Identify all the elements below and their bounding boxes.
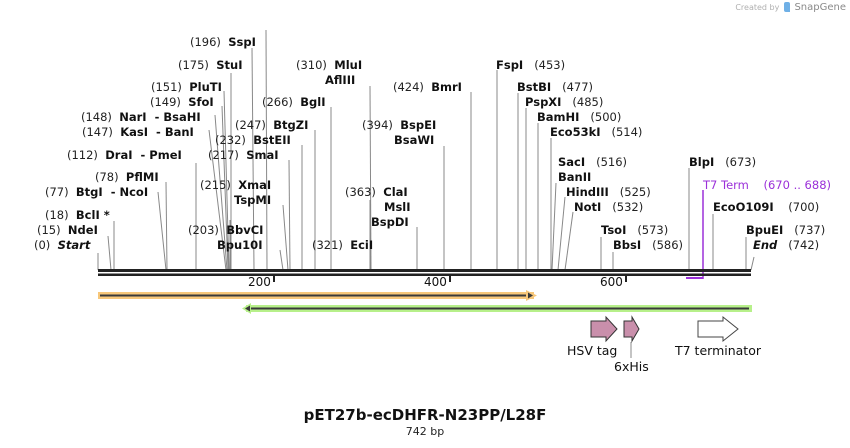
hsv-tag-label: HSV tag [567, 343, 618, 358]
snapgene-logo-icon [783, 2, 790, 12]
site-bstbi[interactable]: BstBI (477) [517, 80, 594, 94]
site-nari-bsahi[interactable]: (148) NarI - BsaHI [81, 110, 201, 124]
site-pluti[interactable]: (151) PluTI [151, 80, 222, 94]
site-pflmi[interactable]: (78) PflMI [95, 170, 159, 184]
map-length: 742 bp [405, 425, 445, 438]
site-end[interactable]: End (742) [753, 238, 820, 252]
site-sspi[interactable]: (196) SspI [190, 35, 256, 49]
site-btgzi[interactable]: (247) BtgZI [235, 118, 309, 132]
t7-term-marker [686, 190, 704, 279]
site-bspdi[interactable]: BspDI [371, 215, 409, 229]
site-tspmi[interactable]: TspMI [234, 193, 272, 207]
ruler-label-400: 400 [424, 275, 447, 289]
site-msli[interactable]: MslI [384, 200, 411, 214]
site-bmri[interactable]: (424) BmrI [393, 80, 462, 94]
site-clai[interactable]: (363) ClaI [345, 185, 408, 199]
site-bsawi[interactable]: BsaWI [394, 133, 435, 147]
site-pspxi[interactable]: PspXI (485) [525, 95, 604, 109]
site-bamhi[interactable]: BamHI (500) [537, 110, 622, 124]
site-bpuei[interactable]: BpuEI (737) [746, 223, 826, 237]
map-title: pET27b-ecDHFR-N23PP/L28F [303, 406, 547, 424]
site-start[interactable]: (0) Start [34, 238, 91, 252]
site-smai[interactable]: (217) SmaI [208, 148, 279, 162]
site-drai-pmei[interactable]: (112) DraI - PmeI [67, 148, 182, 162]
site-hindiii[interactable]: HindIII (525) [566, 185, 651, 199]
hsv-tag-arrow[interactable] [590, 315, 618, 343]
snapgene-credit: Created by SnapGene [735, 2, 846, 13]
site-fspi[interactable]: FspI (453) [496, 58, 566, 72]
site-leader-lines [97, 29, 755, 271]
site-noti[interactable]: NotI (532) [574, 200, 644, 214]
t7-terminator-label: T7 terminator [675, 343, 761, 358]
site-bgli[interactable]: (266) BglI [262, 95, 326, 109]
site-banii[interactable]: BanII [558, 170, 592, 184]
6xhis-arrow[interactable] [623, 315, 640, 343]
site-bpu10i[interactable]: Bpu10I [217, 238, 263, 252]
site-bsteii[interactable]: (232) BstEII [215, 133, 291, 147]
t7-term-label[interactable]: T7 Term (670 .. 688) [703, 178, 831, 192]
site-btgi-ncoi[interactable]: (77) BtgI - NcoI [45, 185, 149, 199]
site-bbsi[interactable]: BbsI (586) [613, 238, 684, 252]
site-saci[interactable]: SacI (516) [558, 155, 628, 169]
site-xmai[interactable]: (215) XmaI [200, 178, 272, 192]
site-eco53ki[interactable]: Eco53kI (514) [550, 125, 643, 139]
orange-cds-feature[interactable] [98, 290, 537, 301]
dna-backbone [98, 269, 751, 276]
site-stui[interactable]: (175) StuI [178, 58, 243, 72]
site-bspei[interactable]: (394) BspEI [362, 118, 437, 132]
site-afliii[interactable]: AflIII [325, 73, 356, 87]
ruler-label-600: 600 [600, 275, 623, 289]
site-blpi[interactable]: BlpI (673) [689, 155, 757, 169]
6xhis-label: 6xHis [614, 359, 649, 374]
site-bcli[interactable]: (18) BclI * [45, 208, 110, 222]
site-tsoi[interactable]: TsoI (573) [601, 223, 669, 237]
t7-terminator-arrow[interactable] [697, 315, 739, 343]
ruler-ticks [273, 276, 627, 282]
site-mlui[interactable]: (310) MluI [296, 58, 363, 72]
site-ndei[interactable]: (15) NdeI [37, 223, 98, 237]
ruler-label-200: 200 [248, 275, 271, 289]
site-ecii[interactable]: (321) EciI [312, 238, 374, 252]
green-cds-feature[interactable] [242, 303, 752, 314]
site-bbvci[interactable]: (203) BbvCI [188, 223, 264, 237]
site-kasi-bani[interactable]: (147) KasI - BanI [82, 125, 194, 139]
site-ecoo109i[interactable]: EcoO109I (700) [713, 200, 820, 214]
site-sfoi[interactable]: (149) SfoI [150, 95, 214, 109]
